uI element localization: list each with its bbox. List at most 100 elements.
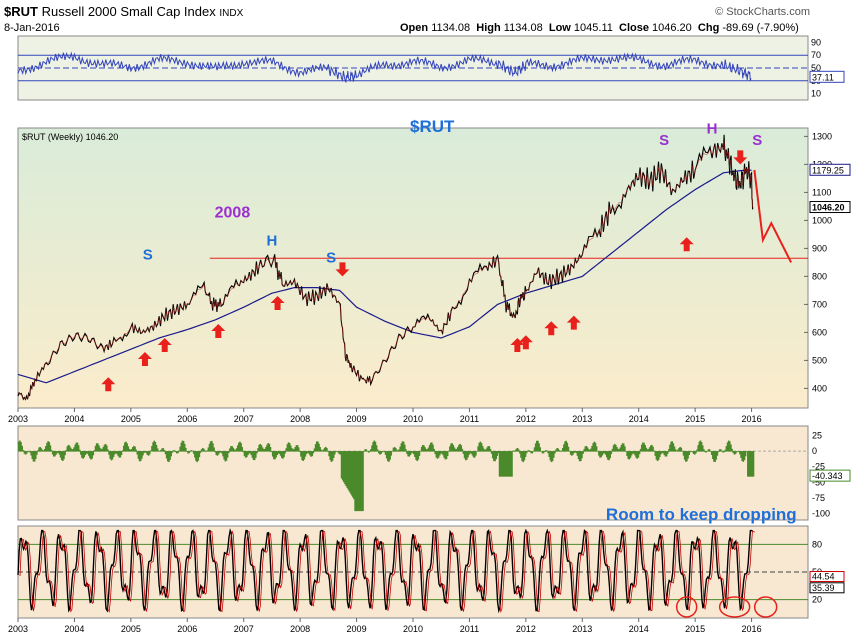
- histogram-bar: [317, 441, 319, 452]
- histogram-bar: [364, 449, 367, 452]
- histogram-bar: [43, 448, 46, 452]
- rsi-current-box: [809, 70, 845, 83]
- histogram-bar: [566, 442, 569, 452]
- rsi-tick-label: 90: [811, 37, 821, 47]
- price-tick-label: 700: [812, 299, 827, 309]
- histogram-bar: [118, 451, 121, 458]
- histogram-bar: [73, 447, 75, 452]
- histogram-bar: [224, 451, 227, 462]
- down-arrow: [335, 262, 350, 277]
- highlight-circle: [753, 596, 778, 618]
- histogram-bar: [385, 451, 388, 459]
- histogram-bar: [447, 450, 450, 452]
- histogram-bar: [252, 451, 255, 460]
- histogram-bar: [186, 451, 188, 452]
- histogram-bar: [106, 445, 108, 452]
- histogram-bar: [681, 450, 684, 452]
- histogram-bar: [538, 443, 540, 452]
- histogram-bar: [488, 446, 491, 452]
- histogram-bar: [392, 447, 395, 452]
- histogram-bar: [326, 448, 328, 452]
- histogram-bar: [732, 451, 734, 453]
- histogram-bar: [730, 444, 732, 452]
- histogram-bar: [32, 451, 35, 462]
- histogram-bar: [257, 448, 259, 452]
- histogram-bar: [305, 451, 308, 454]
- histogram-bar: [162, 448, 165, 452]
- histogram-bar: [47, 441, 49, 452]
- histogram-bar: [159, 451, 161, 452]
- histogram-bar: [464, 451, 467, 461]
- up-arrow: [211, 324, 226, 338]
- histogram-bar: [192, 451, 195, 454]
- histogram-bar: [128, 448, 131, 452]
- histogram-bar: [736, 450, 739, 452]
- histogram-bar: [461, 448, 464, 452]
- histogram-bar: [262, 449, 265, 452]
- histogram-bar: [264, 448, 266, 452]
- x-tick-label: 2003: [8, 624, 28, 634]
- histogram-bar: [51, 451, 54, 455]
- histogram-bar: [524, 451, 527, 457]
- histogram-bar: [346, 451, 349, 488]
- histogram-bar: [624, 446, 626, 452]
- histogram-bar: [506, 451, 509, 477]
- histogram-bar: [485, 449, 487, 452]
- histogram-bar: [86, 451, 89, 454]
- histogram-bar: [432, 444, 434, 452]
- histogram-bar: [507, 451, 510, 477]
- histogram-bar: [387, 451, 389, 462]
- histogram-bar: [199, 451, 202, 453]
- histogram-bar: [550, 451, 553, 463]
- histogram-bar: [413, 451, 415, 455]
- histogram-bar: [575, 451, 578, 454]
- histogram-tick-label: -100: [812, 509, 830, 519]
- histogram-bar: [164, 451, 167, 455]
- histogram-bar: [350, 451, 353, 496]
- histogram-bar: [206, 450, 209, 452]
- histogram-bar: [569, 451, 572, 455]
- histogram-bar: [493, 451, 495, 462]
- histogram-bar: [306, 451, 309, 453]
- histogram-bar: [299, 451, 301, 452]
- histogram-bar: [437, 451, 440, 458]
- histogram-bar: [602, 451, 605, 454]
- histogram-bar: [645, 447, 648, 452]
- histogram-bar: [492, 451, 494, 459]
- x-tick-label: 2009: [347, 624, 367, 634]
- x-tick-label: 2015: [685, 414, 705, 424]
- histogram-bar: [151, 446, 153, 452]
- year-label: 2008: [215, 205, 251, 222]
- histogram-tick-label: 0: [812, 446, 817, 456]
- brand[interactable]: © StockCharts.com: [715, 6, 810, 18]
- histogram-bar: [400, 443, 403, 452]
- histogram-bar: [220, 451, 222, 453]
- histogram-bar: [229, 448, 231, 452]
- histogram-bar: [268, 443, 271, 452]
- histogram-bar: [92, 451, 95, 456]
- histogram-bar: [227, 451, 230, 454]
- histogram-bar: [176, 451, 178, 454]
- histogram-bar: [459, 443, 461, 452]
- histogram-bar: [83, 451, 86, 458]
- change-value: -89.69 (-7.90%): [722, 22, 799, 34]
- histogram-tick-label: -25: [812, 462, 825, 472]
- histogram-bar: [651, 444, 653, 452]
- histogram-bar: [343, 451, 345, 483]
- histogram-bar: [198, 451, 201, 458]
- stochastic-current-label: 44.54: [812, 572, 835, 582]
- histogram-current-box: [809, 469, 851, 482]
- ohlc-readout: Open 1134.08 High 1134.08 Low 1045.11 Cl…: [400, 22, 799, 34]
- histogram-bar: [734, 451, 737, 455]
- histogram-bar: [127, 446, 130, 452]
- histogram-bar: [302, 451, 304, 461]
- histogram-bar: [203, 448, 205, 452]
- ma-current-box: [809, 163, 851, 176]
- x-tick-label: 2003: [8, 414, 28, 424]
- histogram-bar: [300, 451, 302, 457]
- histogram-bar: [89, 451, 91, 459]
- histogram-bar: [415, 451, 417, 460]
- histogram-bar: [581, 451, 583, 459]
- histogram-bar: [134, 446, 136, 452]
- histogram-bar: [558, 450, 561, 452]
